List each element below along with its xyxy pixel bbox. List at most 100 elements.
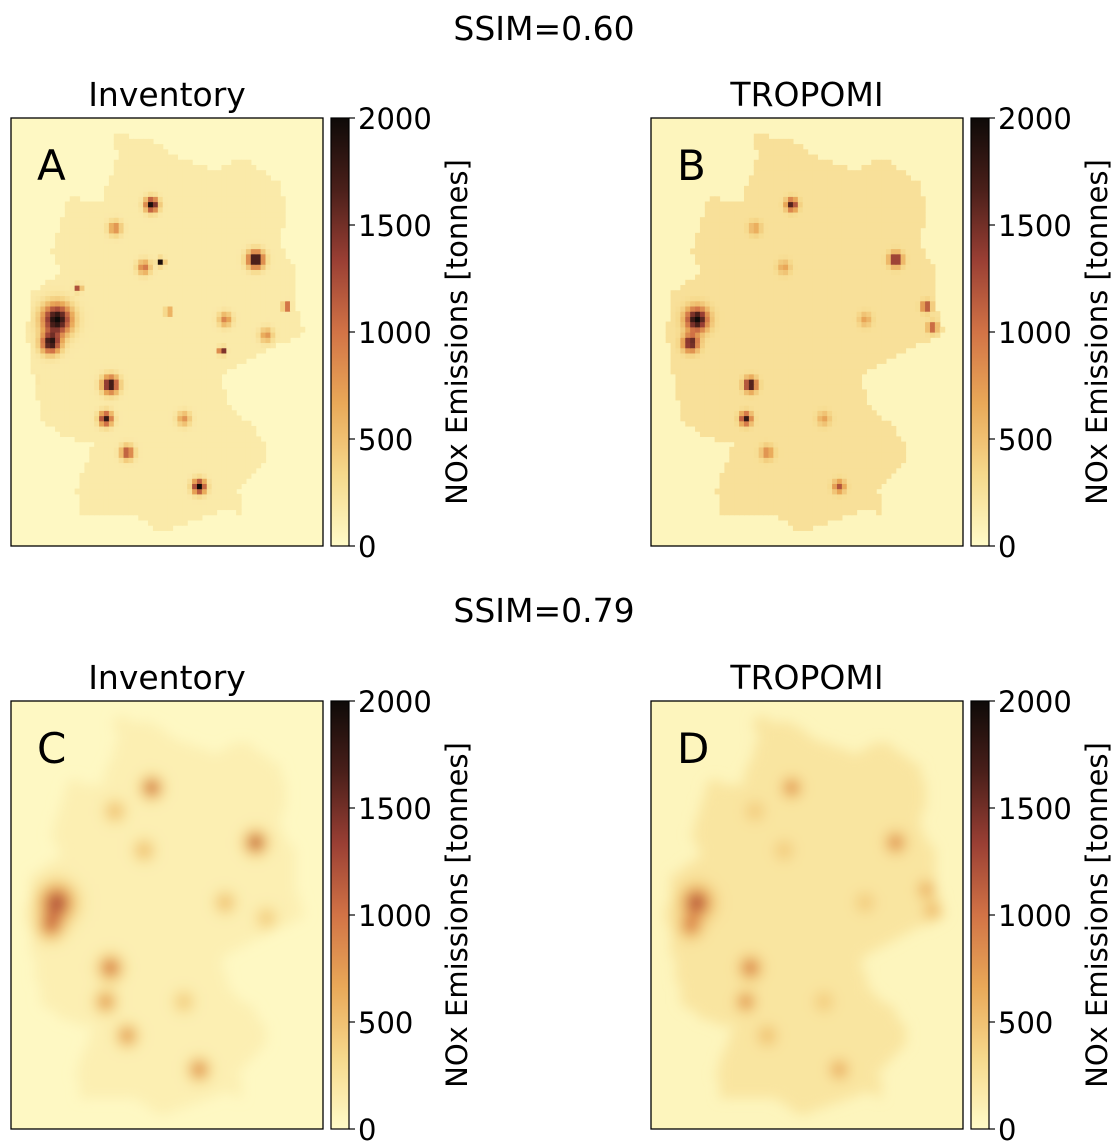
heatmap-cell xyxy=(236,425,242,432)
heatmap-cell xyxy=(680,347,686,354)
heatmap-cell xyxy=(192,321,198,328)
heatmap-cell xyxy=(138,154,144,161)
heatmap-cell xyxy=(162,321,169,328)
heatmap-cell xyxy=(206,352,213,359)
heatmap-cell xyxy=(851,436,858,443)
heatmap-cell xyxy=(148,185,154,192)
heatmap-cell xyxy=(216,499,223,505)
heatmap-cell xyxy=(89,373,95,380)
heatmap-cell xyxy=(221,305,227,312)
heatmap-cell xyxy=(788,457,794,464)
heatmap-cell xyxy=(157,342,164,349)
heatmap-cell xyxy=(851,478,858,484)
heatmap-cell xyxy=(162,196,169,203)
heatmap-cell xyxy=(143,253,149,260)
heatmap-cell xyxy=(802,525,809,531)
heatmap-cell xyxy=(221,285,227,291)
heatmap-cell xyxy=(900,295,907,302)
heatmap-cell xyxy=(148,243,154,250)
heatmap-cell xyxy=(201,493,208,500)
heatmap-cell xyxy=(128,149,134,156)
heatmap-cell xyxy=(743,274,750,281)
heatmap-cell xyxy=(79,305,86,312)
heatmap-cell xyxy=(50,279,56,286)
heatmap-cell xyxy=(221,264,227,270)
heatmap-cell xyxy=(177,326,183,333)
heatmap-cell xyxy=(881,274,887,281)
heatmap-cell xyxy=(59,420,66,427)
heatmap-cell xyxy=(753,326,760,333)
heatmap-cell xyxy=(59,243,66,250)
heatmap-cell xyxy=(216,274,223,281)
heatmap-cell xyxy=(743,436,750,443)
heatmap-cell xyxy=(108,462,115,469)
heatmap-cell xyxy=(221,347,227,354)
heatmap-cell xyxy=(241,269,247,276)
heatmap-cell xyxy=(851,431,858,437)
heatmap-cell xyxy=(128,206,134,213)
heatmap-cell xyxy=(265,258,271,265)
heatmap-cell xyxy=(196,164,203,171)
heatmap-cell xyxy=(206,222,213,229)
heatmap-cell xyxy=(900,441,907,448)
heatmap-cell xyxy=(768,305,774,312)
heatmap-cell xyxy=(187,352,193,359)
heatmap-cell xyxy=(778,499,784,505)
heatmap-cell xyxy=(768,462,774,469)
heatmap-cell xyxy=(216,326,223,333)
heatmap-cell xyxy=(118,264,125,270)
heatmap-cell xyxy=(748,316,755,323)
heatmap-cell xyxy=(143,467,149,474)
heatmap-cell xyxy=(201,431,208,437)
heatmap-cell xyxy=(704,384,711,391)
heatmap-cell xyxy=(45,316,51,323)
heatmap-cell xyxy=(905,300,911,307)
heatmap-cell xyxy=(861,368,867,375)
heatmap-cell xyxy=(270,185,276,192)
heatmap-cell xyxy=(177,452,183,458)
heatmap-cell xyxy=(74,425,81,432)
heatmap-cell xyxy=(851,441,858,448)
heatmap-cell xyxy=(138,206,144,213)
heatmap-cell xyxy=(881,321,887,328)
heatmap-cell xyxy=(719,332,726,338)
heatmap-cell xyxy=(226,415,232,422)
heatmap-cell xyxy=(910,269,916,276)
heatmap-cell xyxy=(866,363,872,370)
heatmap-cell xyxy=(861,452,867,458)
heatmap-cell xyxy=(812,478,818,484)
heatmap-cell xyxy=(822,368,828,375)
heatmap-cell xyxy=(734,431,740,437)
heatmap-cell xyxy=(695,394,701,401)
heatmap-cell xyxy=(138,509,144,516)
heatmap-cell xyxy=(138,441,144,448)
heatmap-cell xyxy=(241,248,247,255)
heatmap-cell xyxy=(40,311,46,317)
heatmap-cell xyxy=(79,258,86,265)
heatmap-cell xyxy=(895,295,902,302)
heatmap-cell xyxy=(226,243,232,250)
heatmap-cell xyxy=(221,499,227,505)
heatmap-cell xyxy=(294,332,301,338)
heatmap-cell xyxy=(812,279,818,286)
heatmap-cell xyxy=(128,253,134,260)
heatmap-cell xyxy=(143,493,149,500)
heatmap-cell xyxy=(250,446,257,453)
heatmap-cell xyxy=(734,457,740,464)
heatmap-cell xyxy=(695,285,701,291)
heatmap-cell xyxy=(783,274,789,281)
heatmap-cell xyxy=(812,295,818,302)
heatmap-cell xyxy=(196,499,203,505)
heatmap-cell xyxy=(103,368,110,375)
heatmap-cell xyxy=(74,358,81,364)
heatmap-cell xyxy=(192,290,198,297)
heatmap-cell xyxy=(836,425,843,432)
heatmap-cell xyxy=(148,368,154,375)
heatmap-cell xyxy=(221,164,227,171)
heatmap-cell xyxy=(138,138,144,145)
heatmap-cell xyxy=(704,368,711,375)
heatmap-cell xyxy=(187,227,193,234)
heatmap-cell xyxy=(201,170,208,177)
heatmap-cell xyxy=(729,499,735,505)
heatmap-cell xyxy=(30,368,37,375)
